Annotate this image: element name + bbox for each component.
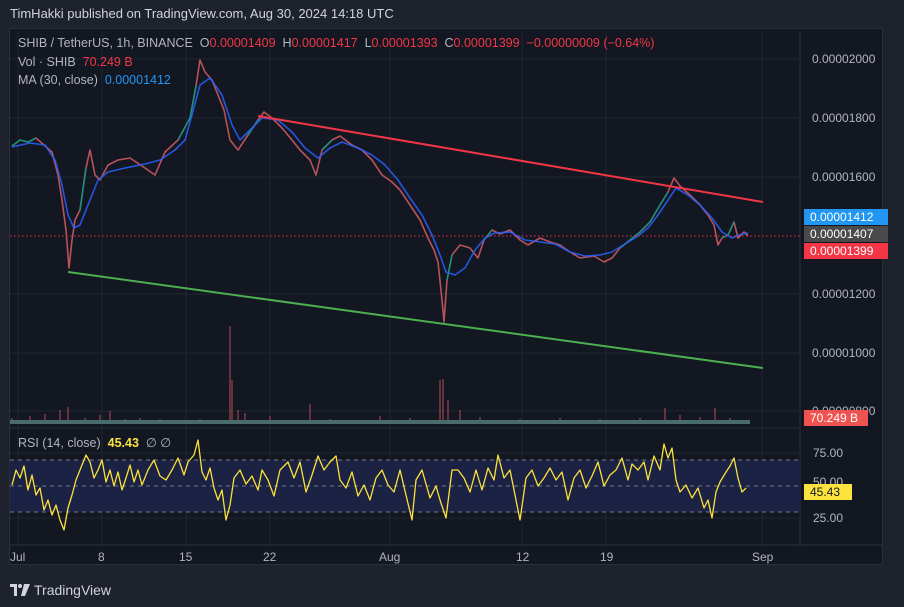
open-value: 0.00001409: [209, 36, 276, 50]
time-tick: 22: [263, 550, 277, 564]
rsi-null-icons: ∅ ∅: [145, 436, 172, 450]
resistance-trendline[interactable]: [257, 115, 764, 203]
ma-line: [11, 77, 749, 276]
rsi-line: [11, 439, 747, 531]
volume-tag: 70.249 B: [804, 410, 868, 426]
close-price-tag: 0.00001399: [804, 243, 888, 259]
rsi-tick: 75.00: [813, 446, 844, 460]
volume-value: 70.249 B: [82, 55, 133, 69]
brand-label: TradingView: [34, 582, 112, 598]
close-value: 0.00001399: [453, 36, 520, 50]
rsi-legend: RSI (14, close) 45.43 ∅ ∅: [18, 435, 171, 450]
price-tick: 0.00002000: [812, 52, 876, 66]
high-value: 0.00001417: [291, 36, 358, 50]
volume-label[interactable]: Vol · SHIB: [18, 55, 76, 69]
change-value: −0.00000009 (−0.64%): [526, 36, 655, 50]
time-tick: Sep: [752, 550, 774, 564]
time-tick: 8: [98, 550, 105, 564]
tradingview-logo-icon: [10, 584, 30, 596]
publish-caption: TimHakki published on TradingView.com, A…: [10, 6, 394, 21]
ma-price-tag: 0.00001412: [804, 209, 888, 225]
volume-legend: Vol · SHIB 70.249 B: [18, 55, 133, 69]
rsi-tick: 25.00: [813, 511, 844, 525]
symbol-label[interactable]: SHIB / TetherUS, 1h, BINANCE: [18, 36, 193, 50]
rsi-label[interactable]: RSI (14, close): [18, 436, 101, 450]
rsi-value: 45.43: [107, 436, 139, 450]
last-price-tag: 0.00001407: [804, 226, 888, 242]
volume-bars: [10, 326, 750, 424]
time-tick: 12: [516, 550, 530, 564]
price-tick: 0.00001000: [812, 346, 876, 360]
rsi-tag: 45.43: [804, 484, 852, 500]
ma-legend: MA (30, close) 0.00001412: [18, 73, 171, 87]
price-tick: 0.00001600: [812, 170, 876, 184]
time-tick: Jul: [10, 550, 26, 564]
ohlc-legend: SHIB / TetherUS, 1h, BINANCE O0.00001409…: [18, 36, 655, 50]
support-trendline[interactable]: [67, 271, 764, 369]
low-value: 0.00001393: [371, 36, 438, 50]
price-series: [11, 59, 749, 323]
ma-value: 0.00001412: [104, 73, 171, 87]
price-tick: 0.00001800: [812, 111, 876, 125]
time-tick: Aug: [379, 550, 401, 564]
time-tick: 19: [600, 550, 614, 564]
ma-label[interactable]: MA (30, close): [18, 73, 98, 87]
price-tick: 0.00001200: [812, 287, 876, 301]
tradingview-logo[interactable]: TradingView: [10, 582, 111, 598]
time-tick: 15: [179, 550, 193, 564]
